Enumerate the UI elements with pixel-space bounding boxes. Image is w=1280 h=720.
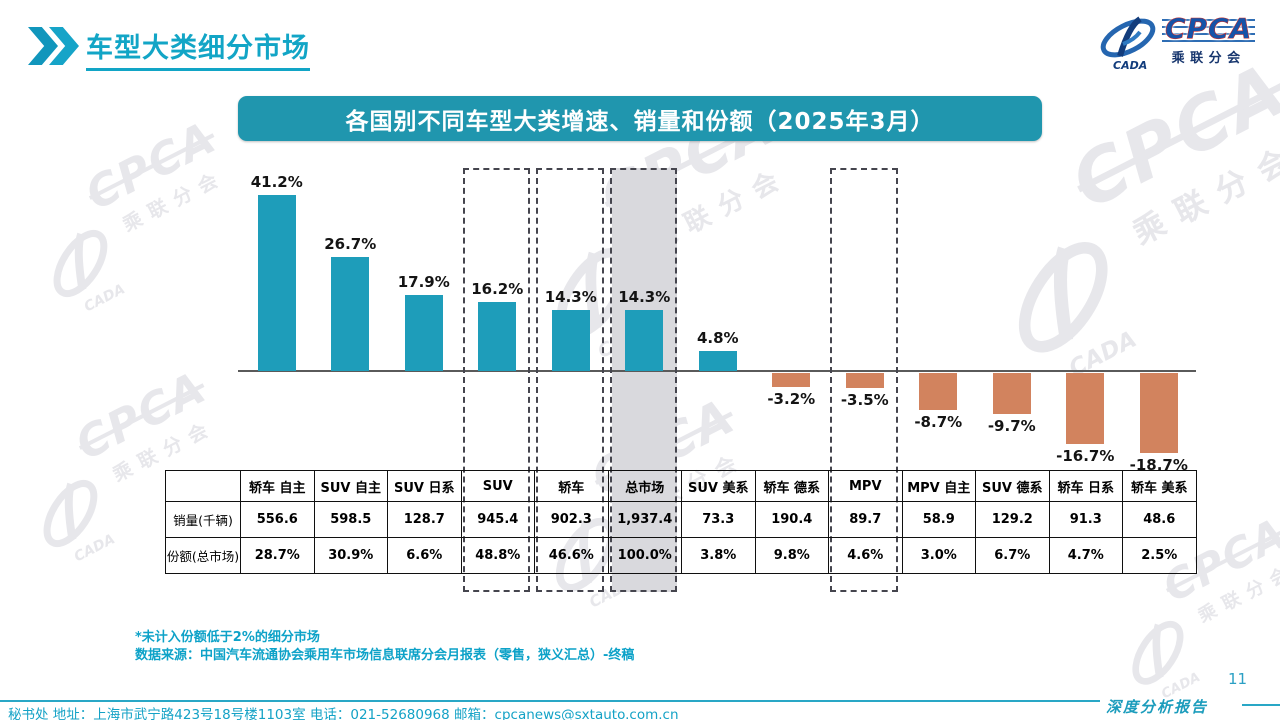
highlight-dashed-box xyxy=(462,168,530,592)
table-corner-cell xyxy=(165,470,241,502)
table-category-header: 总市场 xyxy=(607,470,682,502)
table-cell: 100.0% xyxy=(607,537,682,574)
data-table: 轿车 自主 SUV 自主 SUV 日系 SUV 轿车 总市场 SUV 美系 轿车 德系 MPV M… xyxy=(165,470,1197,574)
growth-value-label: 17.9% xyxy=(397,272,450,291)
growth-value-label: -16.7% xyxy=(1056,447,1115,466)
table-row-header: 份额(总市场) xyxy=(165,537,241,574)
growth-value-label: -3.2% xyxy=(767,389,816,408)
table-cell: 91.3 xyxy=(1048,501,1123,538)
footnote-source: 数据来源：中国汽车流通协会乘用车市场信息联席分会月报表（零售，狭义汇总）-终稿 xyxy=(135,648,635,663)
table-cell: 4.6% xyxy=(828,537,903,574)
table-cell: 58.9 xyxy=(901,501,976,538)
chart-title: 各国别不同车型大类增速、销量和份额（2025年3月） xyxy=(345,108,935,135)
growth-bar xyxy=(919,373,958,411)
table-cell: 28.7% xyxy=(240,537,315,574)
double-chevron-icon xyxy=(28,27,79,65)
table-category-header: 轿车 自主 xyxy=(240,470,315,502)
growth-bar xyxy=(772,373,811,387)
highlight-dashed-box xyxy=(830,168,898,592)
table-category-header: SUV 自主 xyxy=(313,470,388,502)
growth-value-label: 14.3% xyxy=(618,287,671,306)
growth-value-label: 41.2% xyxy=(250,173,303,192)
cpca-logo: CADA CPCA 乘联分会 xyxy=(1096,13,1266,74)
chart-title-banner: 各国别不同车型大类增速、销量和份额（2025年3月） xyxy=(238,96,1042,141)
footer-divider-right xyxy=(1242,704,1280,706)
svg-text:CADA: CADA xyxy=(1113,59,1147,72)
table-cell: 4.7% xyxy=(1048,537,1123,574)
footer-divider-left xyxy=(0,700,1100,702)
growth-value-label: 26.7% xyxy=(324,234,377,253)
table-cell: 129.2 xyxy=(975,501,1050,538)
growth-bar xyxy=(257,195,296,371)
table-cell: 3.8% xyxy=(681,537,756,574)
table-category-header: 轿车 xyxy=(534,470,609,502)
table-cell: 902.3 xyxy=(534,501,609,538)
growth-value-label: 16.2% xyxy=(471,279,524,298)
table-category-header: MPV xyxy=(828,470,903,502)
growth-value-label: -9.7% xyxy=(987,417,1036,436)
table-cell: 190.4 xyxy=(754,501,829,538)
table-cell: 1,937.4 xyxy=(607,501,682,538)
table-cell: 6.7% xyxy=(975,537,1050,574)
table-cell: 6.6% xyxy=(387,537,462,574)
table-row-header: 销量(千辆) xyxy=(165,501,241,538)
growth-value-label: -18.7% xyxy=(1129,455,1188,474)
table-category-header: SUV 美系 xyxy=(681,470,756,502)
table-cell: 48.8% xyxy=(460,537,535,574)
page-number: 11 xyxy=(1228,670,1248,688)
footer-report-label: 深度分析报告 xyxy=(1106,698,1209,716)
growth-value-label: -8.7% xyxy=(914,413,963,432)
cpca-subtitle: 乘联分会 xyxy=(1171,51,1246,66)
table-cell: 128.7 xyxy=(387,501,462,538)
growth-bar xyxy=(992,373,1031,415)
table-cell: 48.6 xyxy=(1122,501,1197,538)
chevron-right-icon xyxy=(28,27,58,65)
cada-emblem-icon: CADA xyxy=(1100,16,1156,72)
page-title: 车型大类细分市场 xyxy=(86,26,310,71)
table-cell: 945.4 xyxy=(460,501,535,538)
table-cell: 556.6 xyxy=(240,501,315,538)
table-cell: 89.7 xyxy=(828,501,903,538)
table-cell: 9.8% xyxy=(754,537,829,574)
growth-bar xyxy=(404,294,443,371)
footnote-asterisk: *未计入份额低于2%的细分市场 xyxy=(135,630,320,645)
table-category-header: SUV xyxy=(460,470,535,502)
growth-bar xyxy=(478,301,517,371)
growth-bar xyxy=(845,373,884,388)
growth-bar xyxy=(1066,373,1105,445)
table-category-header: MPV 自主 xyxy=(901,470,976,502)
table-category-header: 轿车 日系 xyxy=(1048,470,1123,502)
table-category-header: 轿车 美系 xyxy=(1122,470,1197,502)
growth-bar xyxy=(1139,373,1178,453)
cpca-wordmark: CPCA xyxy=(1162,13,1256,44)
table-category-header: SUV 日系 xyxy=(387,470,462,502)
growth-bar xyxy=(698,350,737,371)
table-cell: 598.5 xyxy=(313,501,388,538)
footnotes: *未计入份额低于2%的细分市场 数据来源：中国汽车流通协会乘用车市场信息联席分会… xyxy=(135,629,634,665)
growth-bar xyxy=(625,309,664,371)
table-cell: 3.0% xyxy=(901,537,976,574)
table-cell: 73.3 xyxy=(681,501,756,538)
x-axis-line xyxy=(238,370,1196,372)
growth-value-label: 4.8% xyxy=(696,328,739,347)
table-category-header: SUV 德系 xyxy=(975,470,1050,502)
growth-value-label: -3.5% xyxy=(840,390,889,409)
footer-contact-info: 秘书处 地址：上海市武宁路423号18号楼1103室 电话：021-526809… xyxy=(8,707,679,720)
table-cell: 2.5% xyxy=(1122,537,1197,574)
table-cell: 30.9% xyxy=(313,537,388,574)
growth-bar xyxy=(331,256,370,371)
table-category-header: 轿车 德系 xyxy=(754,470,829,502)
highlight-dashed-box xyxy=(609,168,677,592)
table-cell: 46.6% xyxy=(534,537,609,574)
